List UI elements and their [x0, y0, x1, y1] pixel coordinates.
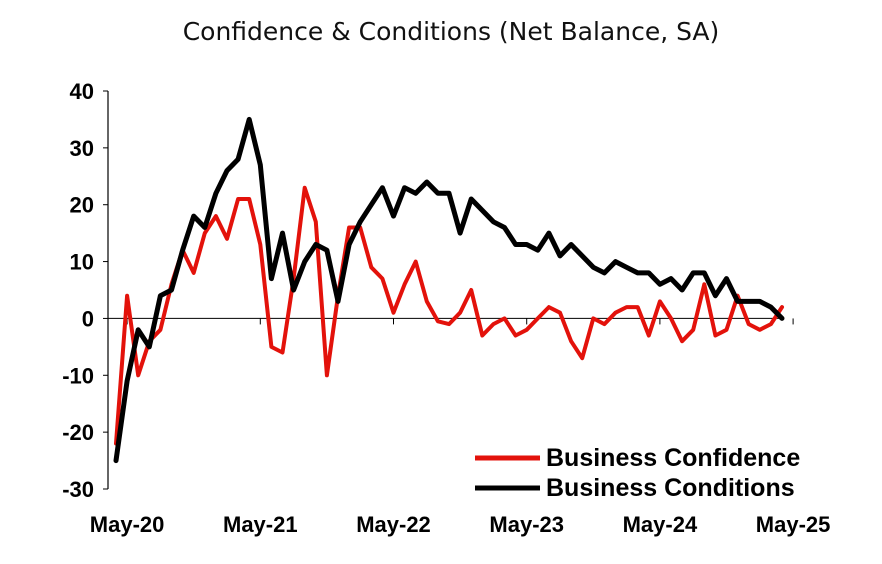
axes: 40 30 20 10 0 -10 -20 -30 May-20 May-21 May-22 May-…: [62, 79, 830, 537]
series-layer: [113, 116, 785, 464]
y-tick-label: -30: [62, 477, 94, 502]
y-tick-label: -20: [62, 420, 94, 445]
x-tick-label: May-22: [356, 512, 431, 537]
y-tick-label: 20: [70, 193, 94, 218]
y-tick-label: 40: [70, 79, 94, 104]
x-tick-label: May-23: [489, 512, 564, 537]
y-tick-label: 10: [70, 250, 94, 275]
x-tick-label: May-20: [90, 512, 165, 537]
y-tick-label: -10: [62, 363, 94, 388]
y-tick-label: 0: [82, 306, 94, 331]
y-tick-label: 30: [70, 136, 94, 161]
legend: Business Confidence Business Conditions: [475, 444, 800, 502]
x-tick-label: May-24: [623, 512, 698, 537]
legend-label-business-conditions: Business Conditions: [546, 474, 795, 502]
series-line-business-conditions: [113, 116, 785, 464]
series-line-business-confidence: [114, 185, 784, 446]
x-tick-label: May-21: [223, 512, 298, 537]
chart-title: Confidence & Conditions (Net Balance, SA…: [183, 17, 720, 46]
x-tick-label: May-25: [756, 512, 831, 537]
legend-label-business-confidence: Business Confidence: [546, 444, 800, 472]
